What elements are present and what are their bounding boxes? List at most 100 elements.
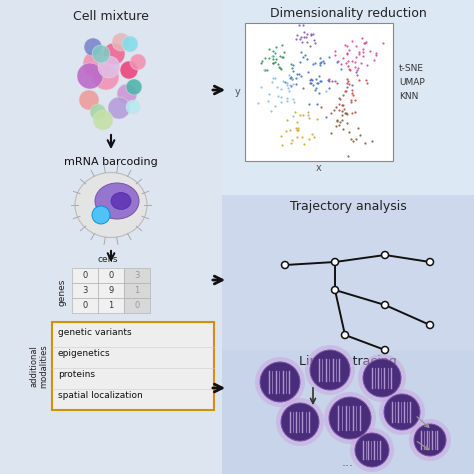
Circle shape xyxy=(130,54,146,70)
Point xyxy=(331,107,338,114)
Point xyxy=(353,42,360,50)
Point xyxy=(345,80,353,88)
Point xyxy=(348,57,356,65)
Point xyxy=(287,82,294,90)
Point xyxy=(356,51,363,58)
Point xyxy=(293,133,301,141)
Circle shape xyxy=(409,419,451,461)
Point xyxy=(288,75,296,83)
Text: Dimensionality reduction: Dimensionality reduction xyxy=(270,7,427,20)
Point xyxy=(339,91,346,99)
Point xyxy=(286,74,294,82)
Point xyxy=(275,63,283,71)
Point xyxy=(303,55,310,63)
Text: mRNA barcoding: mRNA barcoding xyxy=(64,157,158,167)
Point xyxy=(342,109,350,117)
Point xyxy=(360,48,367,55)
Point xyxy=(332,47,339,55)
Point xyxy=(372,51,380,58)
Point xyxy=(311,39,319,46)
Point xyxy=(294,125,302,132)
Circle shape xyxy=(427,321,434,328)
Point xyxy=(349,37,356,45)
Text: Trajectory analysis: Trajectory analysis xyxy=(290,200,406,213)
Point xyxy=(305,136,312,143)
Point xyxy=(353,71,361,79)
Point xyxy=(351,108,358,116)
Point xyxy=(306,76,313,84)
Ellipse shape xyxy=(75,173,147,237)
Point xyxy=(292,80,300,88)
Point xyxy=(277,93,285,100)
Point xyxy=(287,61,294,68)
Circle shape xyxy=(329,397,371,439)
Point xyxy=(278,141,286,149)
Point xyxy=(342,88,350,95)
Point xyxy=(307,75,315,82)
Point xyxy=(348,109,356,117)
Circle shape xyxy=(103,43,125,65)
Point xyxy=(373,49,380,57)
Text: KNN: KNN xyxy=(399,91,419,100)
Circle shape xyxy=(77,63,103,89)
Point xyxy=(379,39,387,47)
Point xyxy=(261,67,269,74)
Point xyxy=(361,140,369,147)
Circle shape xyxy=(305,345,355,395)
Point xyxy=(303,39,310,46)
Point xyxy=(361,39,368,47)
Bar xyxy=(245,23,393,161)
Circle shape xyxy=(122,36,138,52)
Point xyxy=(312,59,319,67)
Circle shape xyxy=(379,389,425,435)
Point xyxy=(335,106,343,114)
Point xyxy=(268,53,276,60)
Point xyxy=(366,47,374,55)
Point xyxy=(266,54,273,62)
Text: epigenetics: epigenetics xyxy=(58,349,110,358)
Bar xyxy=(72,298,98,313)
Point xyxy=(346,66,354,74)
Point xyxy=(283,80,291,87)
Point xyxy=(312,84,319,91)
Point xyxy=(301,52,309,59)
Point xyxy=(325,84,333,92)
Point xyxy=(343,49,350,57)
Point xyxy=(312,75,320,83)
Point xyxy=(336,121,343,128)
Point xyxy=(332,122,340,129)
Circle shape xyxy=(108,97,130,119)
Point xyxy=(286,81,293,89)
Point xyxy=(277,85,285,93)
Point xyxy=(281,48,288,55)
Point xyxy=(340,55,347,62)
Point xyxy=(310,133,318,140)
Point xyxy=(293,32,301,39)
Circle shape xyxy=(84,38,102,56)
Text: 1: 1 xyxy=(134,286,140,295)
Point xyxy=(340,106,347,113)
Point xyxy=(294,127,302,134)
Point xyxy=(363,62,370,69)
Point xyxy=(337,118,344,126)
Point xyxy=(317,61,324,69)
Point xyxy=(297,49,305,56)
Text: UMAP: UMAP xyxy=(399,78,425,86)
Point xyxy=(344,75,351,83)
Point xyxy=(351,63,358,71)
Circle shape xyxy=(310,350,350,390)
Point xyxy=(338,107,346,115)
Point xyxy=(257,59,264,67)
Circle shape xyxy=(126,79,142,95)
Point xyxy=(283,94,291,101)
Point xyxy=(344,110,351,118)
Point xyxy=(290,98,298,105)
Point xyxy=(292,35,300,43)
Circle shape xyxy=(93,110,113,130)
Point xyxy=(277,65,285,73)
Circle shape xyxy=(358,354,406,402)
Text: 0: 0 xyxy=(82,271,88,280)
Circle shape xyxy=(98,56,120,78)
Point xyxy=(296,59,304,66)
Point xyxy=(355,64,362,72)
